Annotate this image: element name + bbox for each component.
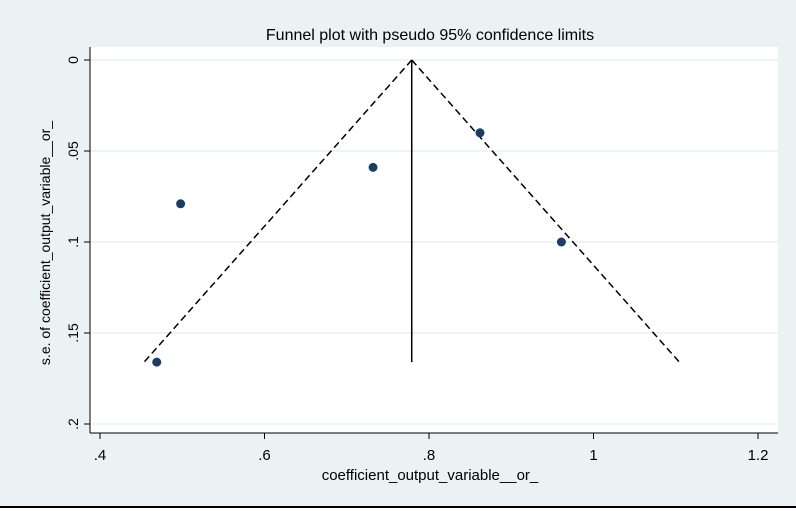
x-axis-label: coefficient_output_variable__or_ [322,467,539,484]
x-axis-ticks: .4 .6 .8 1 1.2 [94,433,769,464]
lower-ci-line [143,59,413,363]
data-point-3 [475,128,485,138]
plot-area [90,47,778,433]
y-axis-ticks: 0 .05 .1 .15 .2 [65,56,90,430]
x-tick-label-3: 1 [589,447,597,464]
y-axis-label: s.e. of coefficient_output_variable__or_ [37,121,53,365]
data-point-0 [152,357,162,367]
gridlines [90,59,778,425]
y-tick-label-1: .05 [65,141,81,161]
upper-ci-line [411,59,680,363]
x-tick-label-0: .4 [94,447,107,464]
x-tick-label-1: .6 [258,447,271,464]
data-point-1 [176,199,186,209]
y-tick-label-3: .15 [65,323,81,343]
axes [89,47,778,434]
data-points [152,128,566,367]
data-point-2 [368,162,378,172]
bottom-rule [0,506,796,508]
x-tick-label-2: .8 [423,447,436,464]
chart-title: Funnel plot with pseudo 95% confidence l… [266,27,594,44]
data-point-4 [556,237,566,247]
y-tick-label-0: 0 [65,56,81,64]
x-tick-label-4: 1.2 [748,447,769,464]
y-tick-label-2: .1 [65,236,81,248]
funnel-lines [143,59,680,363]
y-tick-label-4: .2 [65,418,81,430]
